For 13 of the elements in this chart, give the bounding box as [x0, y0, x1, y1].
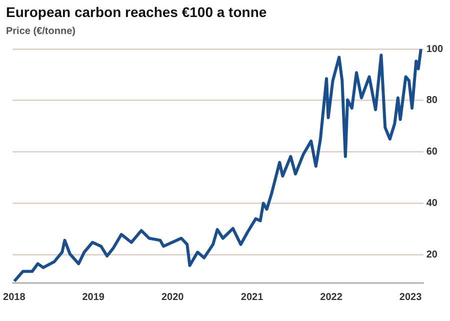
x-tick-label: 2019	[82, 292, 105, 303]
x-tick-label: 2022	[320, 292, 343, 303]
x-tick-label: 2020	[161, 292, 184, 303]
x-tick-label: 2023	[399, 292, 422, 303]
y-tick-label: 20	[426, 249, 438, 260]
y-axis-title: Price (€/tonne)	[6, 26, 76, 37]
y-tick-label: 40	[426, 198, 438, 210]
x-tick-label: 2021	[240, 292, 264, 303]
y-tick-label: 60	[426, 146, 438, 158]
y-tick-label: 100	[426, 44, 444, 55]
y-tick-label: 80	[426, 95, 438, 106]
x-tick-label: 2018	[3, 292, 26, 303]
chart-title: European carbon reaches €100 a tonne	[6, 4, 267, 20]
